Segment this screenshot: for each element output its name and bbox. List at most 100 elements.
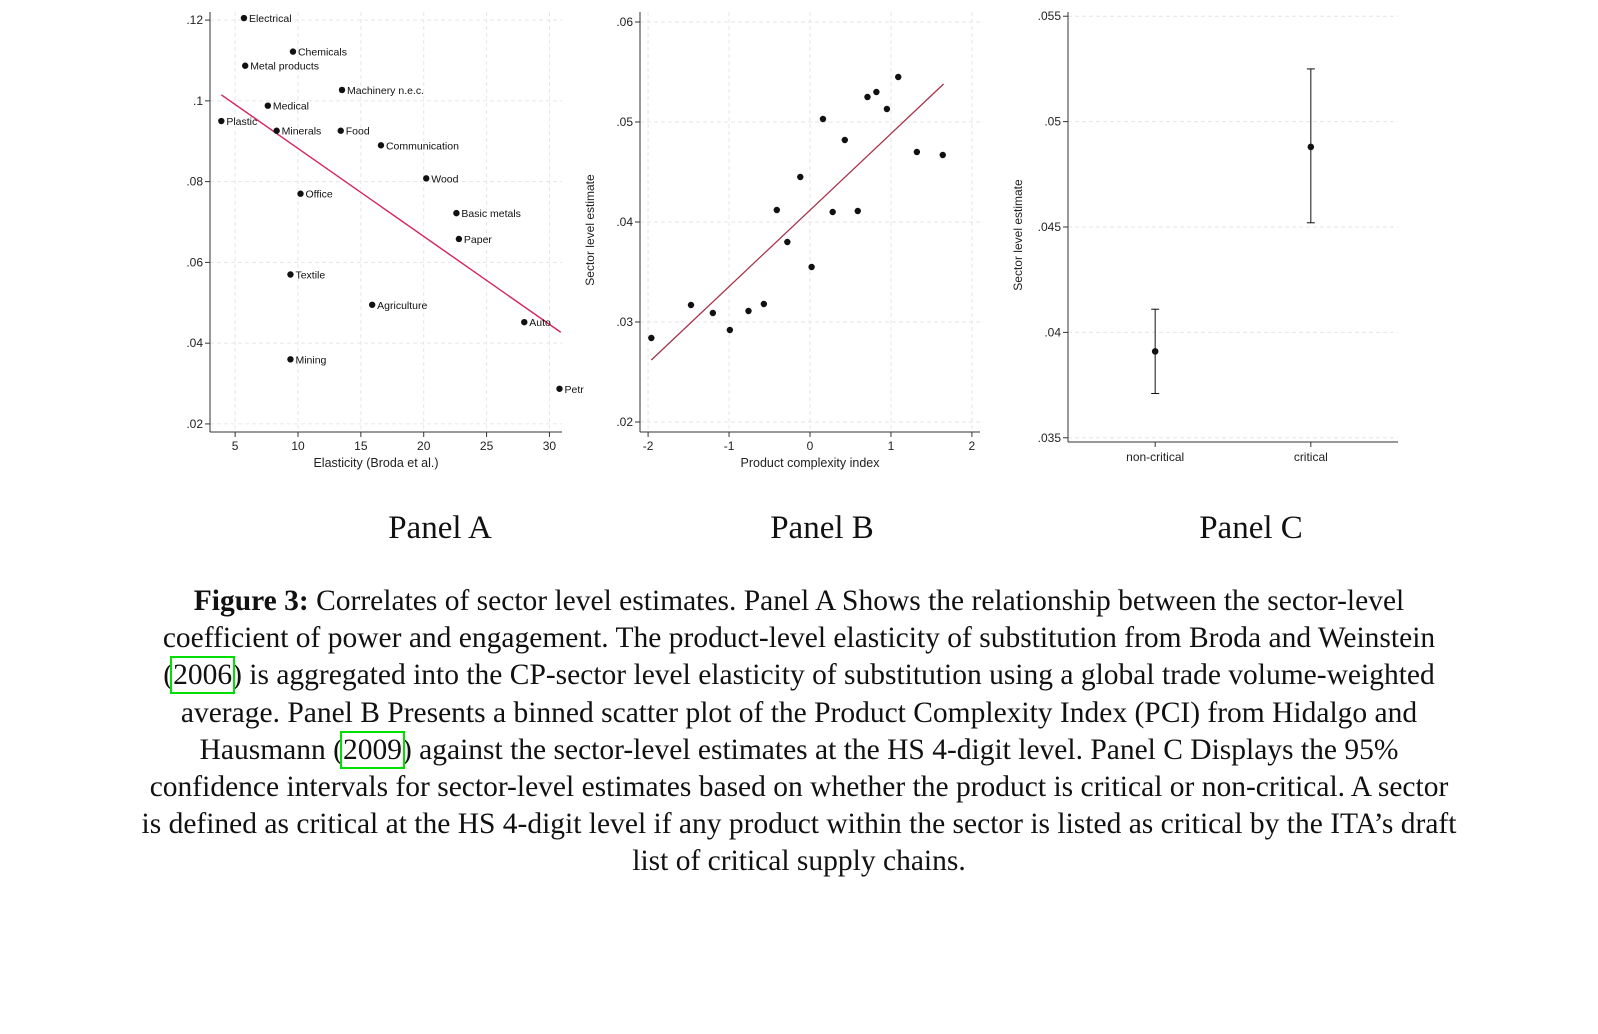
y-tick-label: .06 <box>616 15 633 29</box>
point-label: Office <box>306 189 333 201</box>
point-label: Plastic <box>226 116 257 128</box>
y-tick-label: .035 <box>1038 431 1062 445</box>
point-label: Auto <box>529 317 551 329</box>
x-axis-title: Elasticity (Broda et al.) <box>313 456 438 470</box>
data-point <box>337 127 344 134</box>
x-tick-label: 0 <box>807 439 814 453</box>
point-label: Wood <box>431 173 458 185</box>
y-tick-label: .02 <box>186 417 203 431</box>
data-point <box>455 235 463 243</box>
x-tick-label: 25 <box>480 439 494 453</box>
panel-b-chart: .02 .03 .04 .05 .06 Sector level estimate -2 -1… <box>583 12 980 470</box>
data-point <box>648 334 655 342</box>
y-tick-label: .1 <box>193 94 203 108</box>
data-point <box>368 301 376 308</box>
data-point <box>687 301 695 309</box>
x-category-label: critical <box>1294 450 1328 464</box>
data-point <box>287 271 294 278</box>
data-point <box>556 385 563 392</box>
x-tick-label: 15 <box>354 439 368 453</box>
data-point <box>726 326 734 334</box>
x-tick-label: 10 <box>291 439 305 453</box>
data-point <box>453 209 460 217</box>
y-tick-label: .055 <box>1038 9 1062 23</box>
x-axis-title: Product complexity index <box>741 456 881 470</box>
data-point <box>841 136 849 144</box>
point-label: Chemicals <box>298 47 347 59</box>
point-label: Paper <box>464 234 493 246</box>
x-tick-label: 30 <box>543 439 557 453</box>
panel-c-chart: .035 .04 .045 .05 .055 Sector level estimate n… <box>1011 9 1398 464</box>
data-point <box>521 318 528 326</box>
point-label: Electrical <box>249 13 292 25</box>
data-point <box>829 208 836 216</box>
point-label: Petr <box>564 384 584 396</box>
x-tick-label: -2 <box>643 439 654 453</box>
panel-c-label: Panel C <box>1199 510 1303 546</box>
data-point <box>883 105 891 113</box>
data-point <box>423 175 430 182</box>
x-tick-label: -1 <box>724 439 735 453</box>
point-estimate <box>1307 143 1315 151</box>
panel-a-label: Panel A <box>388 510 492 546</box>
data-point <box>240 14 248 22</box>
panel-b-label: Panel B <box>770 510 874 546</box>
citation-link-2006[interactable]: 2006 <box>170 656 236 695</box>
point-label: Communication <box>386 140 459 152</box>
x-category-label: non-critical <box>1126 450 1184 464</box>
data-point <box>338 86 346 94</box>
caption-label: Figure 3: <box>193 585 309 617</box>
y-axis-title: Sector level estimate <box>1011 179 1025 291</box>
data-point <box>745 307 752 315</box>
point-label: Textile <box>295 270 325 282</box>
data-point <box>773 206 781 214</box>
y-axis-title: Sector level estimate <box>583 174 597 286</box>
data-point <box>287 356 294 363</box>
panel-a-chart: .02 .04 .06 .08 .1 .12 5 10 15 20 25 30 Elasticity (… <box>186 12 584 470</box>
data-point <box>895 73 902 81</box>
fit-line <box>650 83 945 361</box>
y-tick-label: .05 <box>1044 115 1061 129</box>
y-tick-label: .12 <box>186 13 203 27</box>
point-estimate <box>1151 348 1159 355</box>
data-point <box>242 62 249 69</box>
point-label: Basic metals <box>461 208 521 220</box>
fit-line <box>220 94 562 333</box>
data-point <box>913 148 921 156</box>
data-point <box>297 190 304 197</box>
y-tick-label: .045 <box>1038 220 1062 234</box>
data-point <box>808 263 815 271</box>
x-tick-label: 5 <box>232 439 239 453</box>
data-point <box>854 207 861 215</box>
data-point <box>760 300 768 308</box>
figure-caption: Figure 3: Correlates of sector level est… <box>140 583 1458 881</box>
y-tick-label: .03 <box>616 315 633 329</box>
point-label: Metal products <box>250 61 319 73</box>
point-label: Food <box>346 126 370 138</box>
citation-link-2009[interactable]: 2009 <box>339 730 405 769</box>
data-point <box>273 127 280 134</box>
data-point <box>797 173 804 181</box>
y-tick-label: .05 <box>616 115 633 129</box>
x-tick-label: 2 <box>969 439 976 453</box>
caption-text-3: ) against the sector-level estimates at … <box>141 733 1457 878</box>
y-tick-label: .06 <box>186 255 203 269</box>
data-point <box>709 309 717 317</box>
x-tick-label: 20 <box>417 439 431 453</box>
caption-text-1: Correlates of sector level estimates. Pa… <box>162 585 1436 692</box>
data-point <box>939 151 946 159</box>
y-tick-label: .04 <box>186 336 203 350</box>
data-point <box>377 142 385 149</box>
data-point <box>289 48 297 55</box>
data-point <box>264 102 272 109</box>
y-tick-label: .02 <box>616 415 633 429</box>
data-point <box>864 93 871 101</box>
data-point <box>218 117 225 125</box>
point-label: Machinery n.e.c. <box>347 85 424 97</box>
x-tick-label: 1 <box>888 439 895 453</box>
figure-area: .02.04.06.08.1.12 5 10 15 20 25 30 Elasticity (… <box>0 0 1598 500</box>
point-label: Medical <box>273 101 309 113</box>
y-tick-label: .04 <box>1044 325 1061 339</box>
data-point <box>873 88 880 96</box>
